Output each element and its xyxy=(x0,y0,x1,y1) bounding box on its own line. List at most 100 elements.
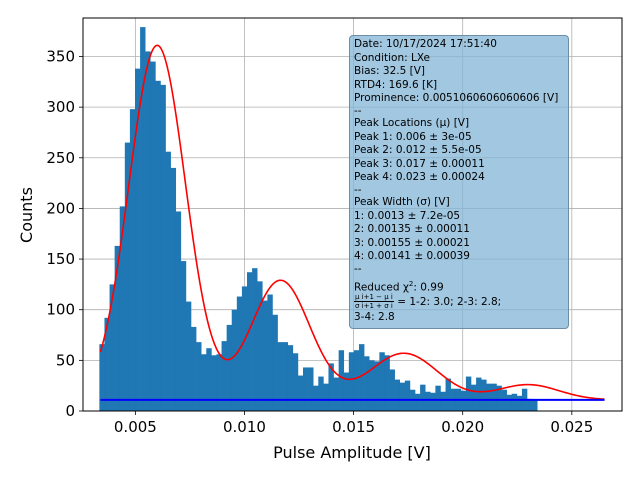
histogram-bar xyxy=(272,314,278,411)
histogram-bar xyxy=(353,350,360,411)
histogram-bar xyxy=(292,353,299,411)
y-tick-label: 150 xyxy=(46,250,75,268)
info-width-2: 2: 0.00135 ± 0.00011 xyxy=(354,223,470,236)
histogram-bar xyxy=(135,68,141,411)
histogram-bar xyxy=(328,363,334,411)
histogram-bar xyxy=(206,348,212,411)
info-peak-locations-header: Peak Locations (μ) [V] xyxy=(354,116,470,129)
histogram-bar xyxy=(175,211,182,411)
histogram-bar xyxy=(145,51,151,411)
x-tick-label: 0.010 xyxy=(223,418,266,436)
histogram-bar xyxy=(303,367,309,411)
x-axis-label: Pulse Amplitude [V] xyxy=(273,443,431,462)
info-date: Date: 10/17/2024 17:51:40 xyxy=(354,38,497,50)
fit-curve xyxy=(99,44,605,400)
histogram-bar xyxy=(435,385,441,411)
histogram-bar xyxy=(119,206,126,411)
x-axis-ticks: 0.005 0.010 0.015 0.020 0.025 xyxy=(114,411,593,436)
histogram-bar xyxy=(348,352,355,411)
histogram-bar xyxy=(313,385,319,411)
histogram-bar xyxy=(318,376,324,411)
histogram-bar xyxy=(338,350,345,411)
histogram-bar xyxy=(124,142,131,411)
y-axis-ticks: 0 50 100 150 200 250 300 350 xyxy=(46,47,83,420)
histogram-bar xyxy=(379,352,385,411)
histogram-bar xyxy=(415,393,421,411)
histogram-bar xyxy=(384,355,390,411)
info-width-3: 3: 0.00155 ± 0.00021 xyxy=(354,236,470,249)
y-tick-label: 0 xyxy=(65,402,75,420)
histogram-bar xyxy=(155,80,161,412)
histogram-bar xyxy=(465,376,472,411)
info-separator: -- xyxy=(354,183,362,196)
histogram-bar xyxy=(420,384,426,411)
y-tick-label: 350 xyxy=(46,47,75,65)
histogram-bar xyxy=(160,84,166,411)
histogram-bar xyxy=(308,367,314,411)
plot-frame xyxy=(82,17,623,412)
histogram-bar xyxy=(104,317,110,411)
histogram-bar xyxy=(211,355,217,411)
histogram-bar xyxy=(247,272,253,411)
histogram-bar xyxy=(221,341,227,411)
histogram-bar xyxy=(476,377,482,411)
histogram-bar xyxy=(129,109,136,411)
histogram-bar xyxy=(191,326,197,411)
histogram-bar xyxy=(282,342,289,411)
info-width-1: 1: 0.0013 ± 7.2e-05 xyxy=(354,209,461,222)
y-tick-label: 50 xyxy=(56,351,75,369)
info-separator: -- xyxy=(354,104,362,117)
info-rtd4: RTD4: 169.6 [K] xyxy=(354,78,438,91)
chi2-label: Reduced χ xyxy=(354,281,409,294)
histogram-bar xyxy=(440,391,446,411)
histogram-bar xyxy=(277,342,283,411)
info-ratio-last: 3-4: 2.8 xyxy=(354,310,395,323)
histogram-bar xyxy=(486,383,492,411)
histogram-bar xyxy=(491,383,497,411)
histogram-bars xyxy=(99,27,538,412)
x-tick-label: 0.015 xyxy=(332,418,375,436)
histogram-bar xyxy=(99,344,105,411)
histogram-bar xyxy=(511,393,518,411)
histogram-bar xyxy=(496,385,502,411)
info-bias: Bias: 32.5 [V] xyxy=(354,65,425,78)
histogram-bar xyxy=(343,372,350,411)
histogram-bar xyxy=(425,391,431,411)
histogram-bar xyxy=(506,394,513,411)
info-peak-width-header: Peak Width (σ) [V] xyxy=(354,195,450,208)
histogram-bar xyxy=(445,378,451,411)
x-tick-label: 0.020 xyxy=(441,418,484,436)
info-condition: Condition: LXe xyxy=(354,51,431,64)
histogram-bar xyxy=(252,268,258,411)
histogram-bar xyxy=(109,284,115,411)
histogram-bar xyxy=(114,245,121,411)
fit-info-box: Date: 10/17/2024 17:51:40 Condition: LXe… xyxy=(349,35,569,329)
histogram-bar xyxy=(297,375,304,411)
histogram-bar xyxy=(150,61,156,411)
ratio-denominator: σ i+1 + σ i xyxy=(355,302,393,311)
histogram-bar xyxy=(364,356,370,411)
info-prominence: Prominence: 0.0051060606060606 [V] xyxy=(354,92,559,105)
info-peak-2: Peak 2: 0.012 ± 5.5e-05 xyxy=(354,144,482,157)
info-width-4: 4: 0.00141 ± 0.00039 xyxy=(354,250,470,263)
info-peak-3: Peak 3: 0.017 ± 0.00011 xyxy=(354,157,485,170)
histogram-bar xyxy=(532,399,538,411)
histogram-bar xyxy=(257,281,263,411)
histogram-bar xyxy=(527,398,533,411)
histogram-bar xyxy=(201,354,207,411)
histogram-bar xyxy=(231,309,238,411)
histogram-bar xyxy=(196,342,202,411)
histogram-bar xyxy=(404,380,411,411)
x-tick-label: 0.005 xyxy=(114,418,157,436)
histogram-bar xyxy=(399,382,406,411)
y-tick-label: 100 xyxy=(46,301,75,319)
histogram-bar xyxy=(516,395,523,411)
info-reduced-chi2: Reduced χ2: 0.99 xyxy=(354,275,564,294)
histogram-bar xyxy=(165,151,171,411)
histogram-bar xyxy=(460,390,467,411)
info-separator: -- xyxy=(354,262,362,275)
info-peak-4: Peak 4: 0.023 ± 0.00024 xyxy=(354,171,485,184)
chi2-value: : 0.99 xyxy=(413,281,444,294)
histogram-bar xyxy=(287,345,294,411)
